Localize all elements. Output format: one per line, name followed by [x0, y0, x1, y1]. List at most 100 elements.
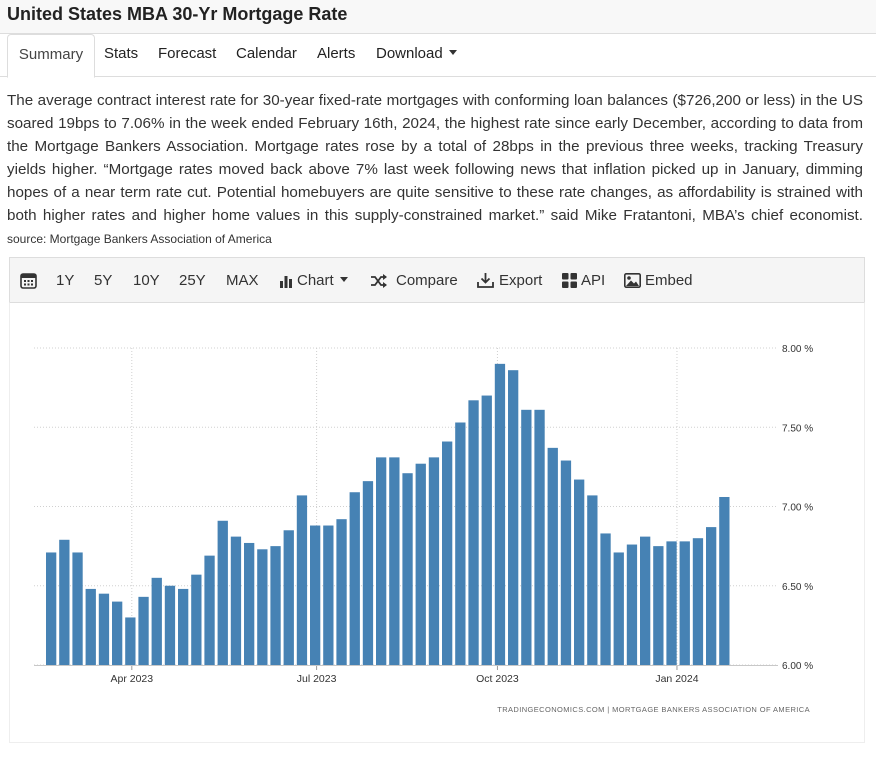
- bar[interactable]: [481, 395, 492, 665]
- tab-download-label: Download: [376, 45, 443, 62]
- y-tick-label: 7.50 %: [782, 423, 813, 434]
- range-max-button[interactable]: MAX: [226, 272, 259, 289]
- bar[interactable]: [349, 492, 360, 665]
- bar[interactable]: [204, 555, 215, 665]
- bar[interactable]: [125, 617, 136, 665]
- bar[interactable]: [547, 447, 558, 665]
- tab-calendar-label: Calendar: [236, 45, 297, 62]
- description-text: The average contract interest rate for 3…: [7, 92, 863, 224]
- title-bar: United States MBA 30-Yr Mortgage Rate: [0, 0, 876, 34]
- api-label: API: [581, 272, 606, 289]
- tab-stats[interactable]: Stats: [104, 34, 138, 76]
- bar[interactable]: [653, 546, 664, 665]
- bar[interactable]: [336, 519, 347, 665]
- bar[interactable]: [310, 525, 321, 665]
- export-button[interactable]: Export: [477, 258, 542, 303]
- y-tick-label: 6.50 %: [782, 582, 813, 593]
- compare-button[interactable]: Compare: [370, 258, 458, 303]
- tab-calendar[interactable]: Calendar: [236, 34, 297, 76]
- bar[interactable]: [521, 409, 532, 665]
- embed-label: Embed: [645, 272, 693, 289]
- bar[interactable]: [151, 577, 162, 665]
- bar[interactable]: [138, 596, 149, 665]
- bar[interactable]: [626, 544, 638, 665]
- bar[interactable]: [217, 520, 228, 665]
- chart-type-label: Chart: [297, 272, 334, 289]
- range-1y-button[interactable]: 1Y: [56, 272, 75, 289]
- x-tick-label: Apr 2023: [110, 673, 153, 685]
- embed-button[interactable]: Embed: [624, 258, 693, 303]
- bar[interactable]: [164, 585, 176, 665]
- bar[interactable]: [574, 479, 585, 665]
- bar[interactable]: [402, 473, 413, 665]
- range-10y-button[interactable]: 10Y: [133, 272, 160, 289]
- bar[interactable]: [323, 525, 334, 665]
- bar[interactable]: [692, 538, 704, 665]
- chart-container: 6.00 % 6.50 % 7.00 % 7.50 % 8.00 % Apr 2023 Ju…: [9, 302, 865, 743]
- bar[interactable]: [560, 460, 572, 665]
- bar[interactable]: [719, 496, 730, 665]
- x-tick-label: Oct 2023: [476, 673, 519, 685]
- export-label: Export: [499, 272, 543, 289]
- range-25y-button[interactable]: 25Y: [179, 272, 206, 289]
- tab-bar: Summary Stats Forecast Calendar Alerts D…: [0, 34, 876, 78]
- bar[interactable]: [46, 552, 57, 665]
- x-tick-label: Jul 2023: [297, 673, 337, 685]
- bar[interactable]: [508, 370, 519, 665]
- bar[interactable]: [230, 536, 242, 665]
- calendar-icon[interactable]: [20, 258, 38, 303]
- api-button[interactable]: API: [562, 258, 605, 303]
- bar[interactable]: [706, 527, 717, 665]
- bar[interactable]: [587, 495, 598, 665]
- bar[interactable]: [362, 481, 374, 665]
- chart-type-button[interactable]: Chart: [279, 258, 348, 303]
- chevron-down-icon: [339, 276, 348, 282]
- bar[interactable]: [613, 552, 624, 665]
- bar[interactable]: [494, 363, 506, 665]
- bar[interactable]: [534, 409, 545, 665]
- tab-alerts[interactable]: Alerts: [317, 34, 355, 76]
- bar[interactable]: [600, 533, 611, 665]
- source-text: source: Mortgage Bankers Association of …: [7, 232, 272, 246]
- bar[interactable]: [191, 574, 202, 665]
- tab-forecast[interactable]: Forecast: [158, 34, 216, 76]
- bar[interactable]: [389, 457, 400, 665]
- bar[interactable]: [428, 457, 440, 665]
- bar[interactable]: [296, 495, 308, 665]
- bar[interactable]: [270, 546, 281, 665]
- description: The average contract interest rate for 3…: [7, 89, 863, 251]
- tab-summary[interactable]: Summary: [7, 34, 95, 78]
- tab-download[interactable]: Download: [376, 34, 457, 76]
- bar[interactable]: [640, 536, 651, 665]
- bar[interactable]: [257, 549, 268, 665]
- bar[interactable]: [178, 588, 189, 665]
- bar[interactable]: [244, 542, 255, 665]
- bar[interactable]: [455, 422, 466, 665]
- chevron-down-icon: [448, 49, 457, 55]
- bar-chart-icon: [280, 276, 292, 288]
- bar[interactable]: [415, 463, 426, 665]
- bar[interactable]: [283, 530, 294, 665]
- compare-label: Compare: [396, 272, 458, 289]
- bar[interactable]: [112, 601, 123, 665]
- image-icon: [624, 273, 641, 288]
- bar[interactable]: [442, 441, 453, 665]
- bar[interactable]: [98, 593, 110, 665]
- chart-attribution: TRADINGECONOMICS.COM | MORTGAGE BANKERS …: [497, 705, 810, 714]
- page-title: United States MBA 30-Yr Mortgage Rate: [7, 4, 348, 24]
- tab-forecast-label: Forecast: [158, 45, 217, 62]
- shuffle-icon: [371, 274, 387, 288]
- mortgage-rate-chart: 6.00 % 6.50 % 7.00 % 7.50 % 8.00 % Apr 2023 Ju…: [34, 344, 813, 714]
- bar[interactable]: [72, 552, 83, 665]
- range-5y-button[interactable]: 5Y: [94, 272, 113, 289]
- bar[interactable]: [666, 541, 677, 665]
- bar[interactable]: [468, 400, 479, 665]
- tab-stats-label: Stats: [104, 45, 139, 62]
- chart-toolbar: 1Y 5Y 10Y 25Y MAX Chart Compare Export A…: [9, 257, 865, 303]
- grid-icon: [562, 273, 577, 288]
- bar[interactable]: [59, 539, 70, 665]
- bar[interactable]: [85, 588, 96, 665]
- bar[interactable]: [376, 457, 387, 665]
- bar[interactable]: [679, 541, 690, 665]
- tab-summary-label: Summary: [18, 46, 84, 63]
